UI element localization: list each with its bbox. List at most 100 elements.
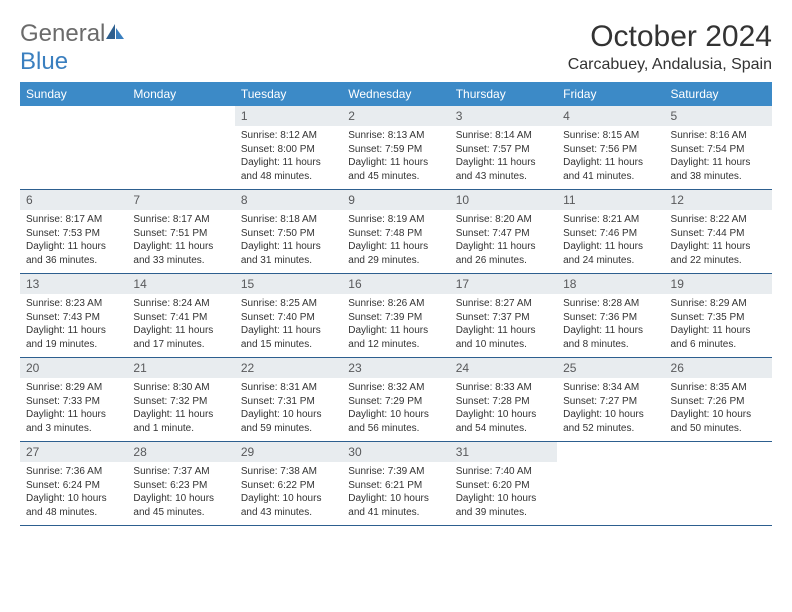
sunrise-text: Sunrise: 7:40 AM [456,465,551,479]
day-number: 8 [235,190,342,210]
day-content: Sunrise: 8:28 AMSunset: 7:36 PMDaylight:… [557,294,664,357]
calendar-day-cell: 2Sunrise: 8:13 AMSunset: 7:59 PMDaylight… [342,106,449,190]
day-number: 1 [235,106,342,126]
sunset-text: Sunset: 7:35 PM [671,311,766,325]
sunrise-text: Sunrise: 7:38 AM [241,465,336,479]
logo-sail-icon [105,20,125,48]
day-number: 29 [235,442,342,462]
day-number: 4 [557,106,664,126]
calendar-day-cell: 6Sunrise: 8:17 AMSunset: 7:53 PMDaylight… [20,190,127,274]
weekday-header-row: Sunday Monday Tuesday Wednesday Thursday… [20,82,772,106]
sunset-text: Sunset: 7:56 PM [563,143,658,157]
calendar-day-cell: 22Sunrise: 8:31 AMSunset: 7:31 PMDayligh… [235,358,342,442]
sunrise-text: Sunrise: 7:37 AM [133,465,228,479]
calendar-day-cell: 15Sunrise: 8:25 AMSunset: 7:40 PMDayligh… [235,274,342,358]
sunset-text: Sunset: 7:36 PM [563,311,658,325]
sunset-text: Sunset: 6:24 PM [26,479,121,493]
calendar-day-cell: 10Sunrise: 8:20 AMSunset: 7:47 PMDayligh… [450,190,557,274]
calendar-week-row: 20Sunrise: 8:29 AMSunset: 7:33 PMDayligh… [20,358,772,442]
sunrise-text: Sunrise: 8:28 AM [563,297,658,311]
logo-text-general: General [20,20,105,47]
day-content: Sunrise: 7:37 AMSunset: 6:23 PMDaylight:… [127,462,234,525]
calendar-day-cell: 29Sunrise: 7:38 AMSunset: 6:22 PMDayligh… [235,442,342,526]
day-number: 3 [450,106,557,126]
sunset-text: Sunset: 7:51 PM [133,227,228,241]
day-content: Sunrise: 8:29 AMSunset: 7:33 PMDaylight:… [20,378,127,441]
sunset-text: Sunset: 7:50 PM [241,227,336,241]
sunrise-text: Sunrise: 8:17 AM [133,213,228,227]
daylight-text: Daylight: 11 hours and 24 minutes. [563,240,658,267]
day-number: 19 [665,274,772,294]
day-content: Sunrise: 8:22 AMSunset: 7:44 PMDaylight:… [665,210,772,273]
day-content: Sunrise: 8:29 AMSunset: 7:35 PMDaylight:… [665,294,772,357]
sunrise-text: Sunrise: 7:36 AM [26,465,121,479]
sunrise-text: Sunrise: 8:21 AM [563,213,658,227]
sunrise-text: Sunrise: 8:24 AM [133,297,228,311]
daylight-text: Daylight: 10 hours and 45 minutes. [133,492,228,519]
day-content: Sunrise: 8:30 AMSunset: 7:32 PMDaylight:… [127,378,234,441]
day-number: 27 [20,442,127,462]
day-content: Sunrise: 7:38 AMSunset: 6:22 PMDaylight:… [235,462,342,525]
sunrise-text: Sunrise: 8:30 AM [133,381,228,395]
calendar-day-cell: 30Sunrise: 7:39 AMSunset: 6:21 PMDayligh… [342,442,449,526]
day-content: Sunrise: 8:32 AMSunset: 7:29 PMDaylight:… [342,378,449,441]
calendar-week-row: 27Sunrise: 7:36 AMSunset: 6:24 PMDayligh… [20,442,772,526]
calendar-day-cell: 27Sunrise: 7:36 AMSunset: 6:24 PMDayligh… [20,442,127,526]
daylight-text: Daylight: 10 hours and 39 minutes. [456,492,551,519]
day-number: 20 [20,358,127,378]
sunset-text: Sunset: 7:43 PM [26,311,121,325]
daylight-text: Daylight: 10 hours and 48 minutes. [26,492,121,519]
daylight-text: Daylight: 11 hours and 41 minutes. [563,156,658,183]
calendar-day-cell: 11Sunrise: 8:21 AMSunset: 7:46 PMDayligh… [557,190,664,274]
calendar-day-cell: .. [127,106,234,190]
sunrise-text: Sunrise: 8:25 AM [241,297,336,311]
day-content: Sunrise: 8:19 AMSunset: 7:48 PMDaylight:… [342,210,449,273]
day-content: Sunrise: 7:40 AMSunset: 6:20 PMDaylight:… [450,462,557,525]
calendar-day-cell: 24Sunrise: 8:33 AMSunset: 7:28 PMDayligh… [450,358,557,442]
day-number: 25 [557,358,664,378]
day-number: 31 [450,442,557,462]
sunrise-text: Sunrise: 8:13 AM [348,129,443,143]
daylight-text: Daylight: 11 hours and 29 minutes. [348,240,443,267]
calendar-week-row: 13Sunrise: 8:23 AMSunset: 7:43 PMDayligh… [20,274,772,358]
weekday-header: Friday [557,82,664,106]
weekday-header: Sunday [20,82,127,106]
sunset-text: Sunset: 7:32 PM [133,395,228,409]
day-number: 18 [557,274,664,294]
daylight-text: Daylight: 10 hours and 56 minutes. [348,408,443,435]
calendar-day-cell: 8 Sunrise: 8:18 AMSunset: 7:50 PMDaylight… [235,190,342,274]
sunset-text: Sunset: 6:20 PM [456,479,551,493]
sunset-text: Sunset: 7:46 PM [563,227,658,241]
sunset-text: Sunset: 7:33 PM [26,395,121,409]
day-number: 6 [20,190,127,210]
sunset-text: Sunset: 7:29 PM [348,395,443,409]
weekday-header: Saturday [665,82,772,106]
daylight-text: Daylight: 11 hours and 31 minutes. [241,240,336,267]
day-number: 17 [450,274,557,294]
day-number: 23 [342,358,449,378]
daylight-text: Daylight: 11 hours and 8 minutes. [563,324,658,351]
calendar-day-cell: 3Sunrise: 8:14 AMSunset: 7:57 PMDaylight… [450,106,557,190]
day-number: 21 [127,358,234,378]
sunrise-text: Sunrise: 8:18 AM [241,213,336,227]
sunset-text: Sunset: 7:26 PM [671,395,766,409]
calendar-day-cell: 14Sunrise: 8:24 AMSunset: 7:41 PMDayligh… [127,274,234,358]
calendar-day-cell: 16Sunrise: 8:26 AMSunset: 7:39 PMDayligh… [342,274,449,358]
calendar-table: Sunday Monday Tuesday Wednesday Thursday… [20,82,772,526]
day-number: 9 [342,190,449,210]
calendar-day-cell: 17Sunrise: 8:27 AMSunset: 7:37 PMDayligh… [450,274,557,358]
day-content: Sunrise: 8:31 AMSunset: 7:31 PMDaylight:… [235,378,342,441]
calendar-day-cell: 28Sunrise: 7:37 AMSunset: 6:23 PMDayligh… [127,442,234,526]
calendar-week-row: 6Sunrise: 8:17 AMSunset: 7:53 PMDaylight… [20,190,772,274]
logo-text: GeneralBlue [20,20,125,76]
sunrise-text: Sunrise: 7:39 AM [348,465,443,479]
calendar-day-cell: .. [557,442,664,526]
sunrise-text: Sunrise: 8:26 AM [348,297,443,311]
day-content: Sunrise: 7:36 AMSunset: 6:24 PMDaylight:… [20,462,127,525]
weekday-header: Tuesday [235,82,342,106]
calendar-day-cell: 25Sunrise: 8:34 AMSunset: 7:27 PMDayligh… [557,358,664,442]
sunset-text: Sunset: 7:28 PM [456,395,551,409]
calendar-day-cell: 7Sunrise: 8:17 AMSunset: 7:51 PMDaylight… [127,190,234,274]
logo-text-blue: Blue [20,48,68,75]
day-content: Sunrise: 8:27 AMSunset: 7:37 PMDaylight:… [450,294,557,357]
